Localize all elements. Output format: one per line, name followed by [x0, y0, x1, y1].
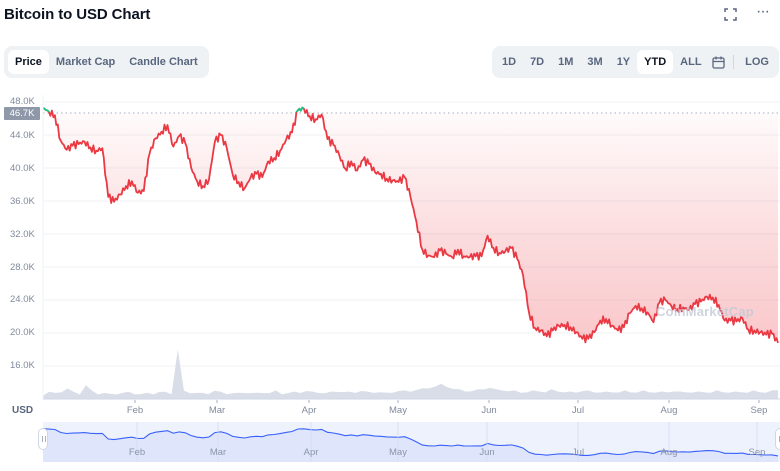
price-line-above-reference — [43, 108, 307, 113]
x-tick-feb: Feb — [126, 405, 144, 416]
nav-tick-feb: Feb — [128, 447, 146, 458]
y-tick-44k: 44.0K — [10, 130, 35, 141]
y-tick-32k: 32.0K — [10, 229, 35, 240]
navigator-handle-left[interactable] — [38, 428, 48, 450]
nav-tick-may: May — [389, 447, 407, 458]
range-all[interactable]: ALL — [680, 56, 702, 68]
more-options-button[interactable]: ··· — [756, 3, 770, 21]
expand-corners-icon — [724, 8, 737, 21]
coinmarketcap-watermark: CoinMarketCap — [656, 304, 754, 319]
currency-label: USD — [12, 405, 34, 416]
range-3m[interactable]: 3M — [587, 56, 603, 68]
nav-tick-aug: Aug — [660, 447, 678, 458]
nav-tick-jun: Jun — [479, 447, 495, 458]
tab-market-cap[interactable]: Market Cap — [55, 56, 116, 68]
navigator-line — [42, 428, 779, 457]
nav-tick-apr: Apr — [303, 447, 319, 458]
calendar-icon — [712, 56, 726, 69]
x-tick-sep: Sep — [750, 405, 768, 416]
y-tick-16k: 16.0K — [10, 360, 35, 371]
x-axis-ticks — [134, 400, 760, 403]
x-tick-aug: Aug — [660, 405, 678, 416]
y-tick-40k: 40.0K — [10, 163, 35, 174]
log-scale-toggle[interactable]: LOG — [745, 56, 769, 68]
tab-price[interactable]: Price — [8, 50, 49, 74]
x-tick-may: May — [389, 405, 407, 416]
price-area-fill — [43, 112, 778, 343]
x-tick-mar: Mar — [208, 405, 226, 416]
nav-tick-sep: Sep — [748, 447, 766, 458]
time-range-tabs: 1D 7D 1M 3M 1Y YTD ALL LOG — [492, 46, 779, 78]
x-tick-apr: Apr — [301, 405, 317, 416]
range-ytd[interactable]: YTD — [637, 50, 674, 74]
navigator-area — [43, 428, 778, 462]
chart-type-tabs: Price Market Cap Candle Chart — [4, 46, 209, 78]
tab-candle-chart[interactable]: Candle Chart — [129, 56, 198, 68]
nav-tick-mar: Mar — [209, 447, 227, 458]
current-price-tag: 46.7K — [4, 107, 40, 120]
price-line — [42, 106, 779, 344]
range-1y[interactable]: 1Y — [616, 56, 631, 68]
y-tick-20k: 20.0K — [10, 327, 35, 338]
volume-bars — [43, 349, 780, 400]
date-range-button[interactable] — [709, 50, 730, 74]
range-1m[interactable]: 1M — [558, 56, 574, 68]
page-title: Bitcoin to USD Chart — [4, 6, 151, 23]
x-tick-jun: Jun — [481, 405, 497, 416]
divider — [733, 55, 735, 69]
y-tick-24k: 24.0K — [10, 294, 35, 305]
y-tick-36k: 36.0K — [10, 196, 35, 207]
fullscreen-button[interactable] — [724, 8, 737, 24]
range-1d[interactable]: 1D — [502, 56, 517, 68]
navigator-handle-right[interactable] — [775, 428, 780, 450]
y-tick-28k: 28.0K — [10, 262, 35, 273]
more-horizontal-icon: ··· — [756, 3, 770, 20]
y-tick-48k: 48.0K — [10, 96, 35, 107]
range-7d[interactable]: 7D — [530, 56, 545, 68]
x-tick-jul: Jul — [571, 405, 585, 416]
nav-tick-jul: Jul — [571, 447, 585, 458]
